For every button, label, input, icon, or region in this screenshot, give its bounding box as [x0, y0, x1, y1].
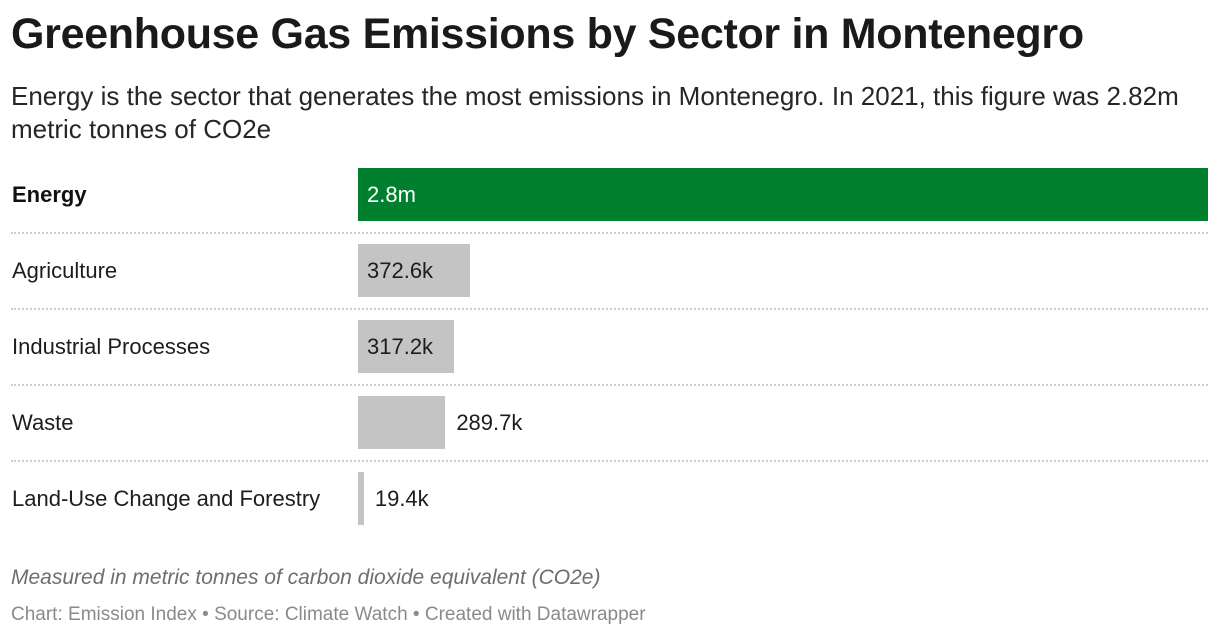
- bar-chart: Energy 2.8m Agriculture 372.6k Industrial Pr…: [11, 168, 1208, 528]
- row-separator: [11, 384, 1208, 386]
- bar: [358, 472, 364, 525]
- bar: [358, 244, 471, 297]
- bar: [358, 320, 454, 373]
- row-separator: [11, 308, 1208, 310]
- category-label: Industrial Processes: [12, 334, 211, 359]
- row-separator: [11, 232, 1208, 234]
- chart-subtitle: Energy is the sector that generates the …: [11, 81, 1179, 144]
- chart-footer: Chart: Emission Index • Source: Climate …: [11, 604, 646, 625]
- category-label: Energy: [12, 182, 87, 207]
- bar: [358, 396, 446, 449]
- chart-title: Greenhouse Gas Emissions by Sector in Mo…: [11, 10, 1084, 58]
- value-label: 2.8m: [367, 182, 416, 207]
- category-label: Land-Use Change and Forestry: [12, 486, 321, 511]
- row-separator: [11, 460, 1208, 462]
- bar-row: Agriculture 372.6k: [11, 244, 1208, 320]
- bar-row: Energy 2.8m: [11, 168, 1208, 244]
- bar-row: Industrial Processes 317.2k: [11, 320, 1208, 396]
- value-label: 289.7k: [456, 410, 523, 435]
- value-label: 19.4k: [374, 486, 429, 511]
- chart-notes: Measured in metric tonnes of carbon diox…: [11, 566, 601, 589]
- category-label: Waste: [12, 410, 74, 435]
- bar-row: Land-Use Change and Forestry 19.4k: [11, 472, 1208, 548]
- category-label: Agriculture: [12, 258, 118, 283]
- value-label: 317.2k: [367, 334, 434, 359]
- value-label: 372.6k: [367, 258, 434, 283]
- bar-row: Waste 289.7k: [11, 396, 1208, 472]
- bar: [358, 168, 1208, 221]
